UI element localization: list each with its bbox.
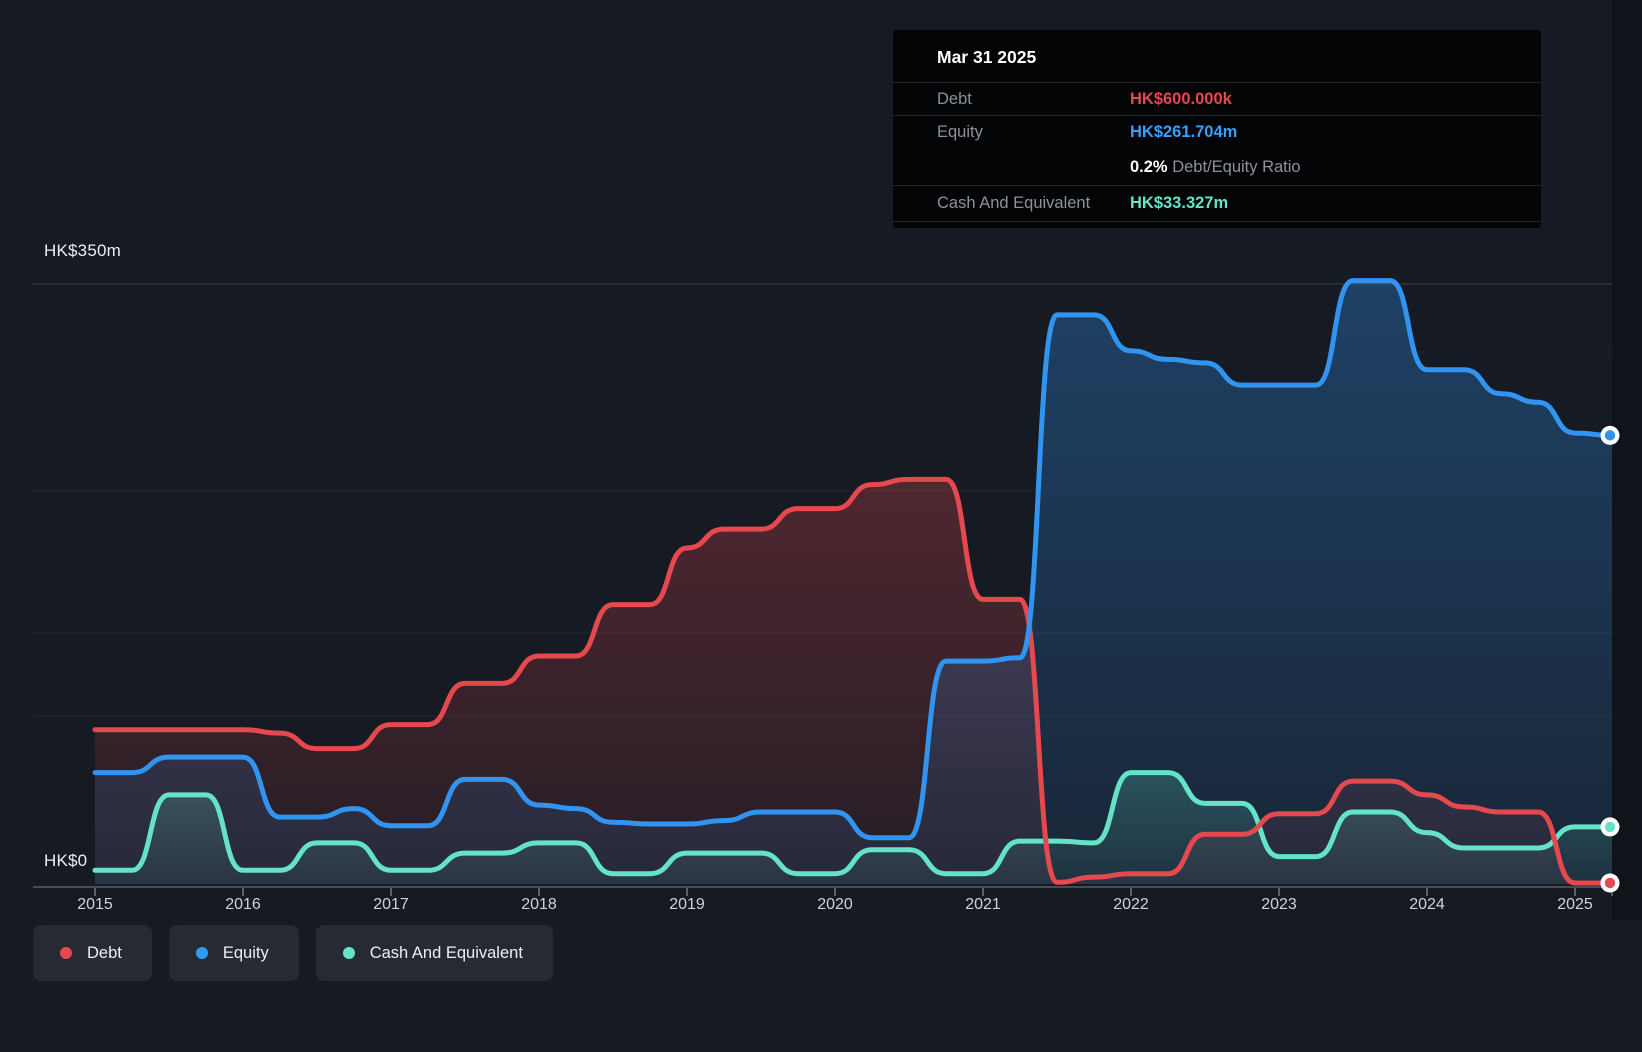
legend-label: Cash And Equivalent [369,943,523,962]
y-axis-zero-label: HK$0 [44,851,88,870]
x-axis-year-label: 2024 [1409,896,1445,913]
plot-right-margin [1612,0,1642,920]
legend-label: Equity [222,943,269,962]
x-axis-year-label: 2018 [521,896,557,913]
debt-endpoint-marker [1600,873,1620,893]
tooltip-row-ratio: 0.2% Debt/Equity Ratio [893,149,1541,185]
equity-endpoint-marker [1600,425,1620,445]
x-axis-year-label: 2015 [77,896,113,913]
x-axis-year-label: 2016 [225,896,261,913]
cash-legend-dot-icon [342,947,355,959]
legend-pill-equity[interactable]: Equity [168,925,299,981]
cash-area [95,772,1612,884]
tooltip-ratio-value: 0.2% [1130,157,1168,176]
tooltip-row-cash: Cash And Equivalent HK$33.327m [893,185,1541,221]
equity-legend-dot-icon [195,947,208,959]
tooltip-date: Mar 31 2025 [937,47,1037,67]
tooltip-cash-label: Cash And Equivalent [937,194,1091,212]
x-axis-year-label: 2022 [1113,896,1149,913]
x-axis-year-label: 2023 [1261,896,1297,913]
tooltip-row-debt: Debt HK$600.000k [893,82,1541,115]
tooltip-equity-value: HK$261.704m [1130,123,1238,141]
cash-endpoint-marker [1600,817,1620,837]
tooltip-debt-value: HK$600.000k [1130,89,1232,108]
x-axis-year-label: 2020 [817,896,853,913]
x-axis-labels: 2015 2016 2017 2018 2019 2020 2021 2022 2023 2024… [0,896,1642,922]
x-axis-year-label: 2025 [1557,896,1593,913]
tooltip-cash-value: HK$33.327m [1130,194,1229,212]
tooltip-bottom-divider [893,221,1541,228]
x-axis-year-label: 2021 [965,896,1001,913]
x-axis-year-label: 2019 [669,896,705,913]
debt-legend-dot-icon [60,947,72,959]
equity-line [92,278,1615,841]
y-axis-max-label: HK$350m [44,241,121,260]
legend-label: Debt [87,943,122,962]
tooltip-ratio-label: Debt/Equity Ratio [1172,157,1301,176]
x-axis-year-label: 2017 [373,896,409,913]
equity-area [95,280,1612,885]
tooltip: Mar 31 2025 Debt HK$600.000k Equity HK$2… [893,30,1541,228]
legend-pill-debt[interactable]: Debt [33,925,152,981]
tooltip-row-equity: Equity HK$261.704m [893,115,1541,149]
legend: Debt Equity Cash And Equivalent [33,925,553,981]
debt-line [92,476,1615,886]
tooltip-equity-label: Equity [937,123,983,141]
legend-pill-cash[interactable]: Cash And Equivalent [315,925,553,981]
cash-line [92,770,1615,877]
tooltip-debt-label: Debt [937,89,972,108]
